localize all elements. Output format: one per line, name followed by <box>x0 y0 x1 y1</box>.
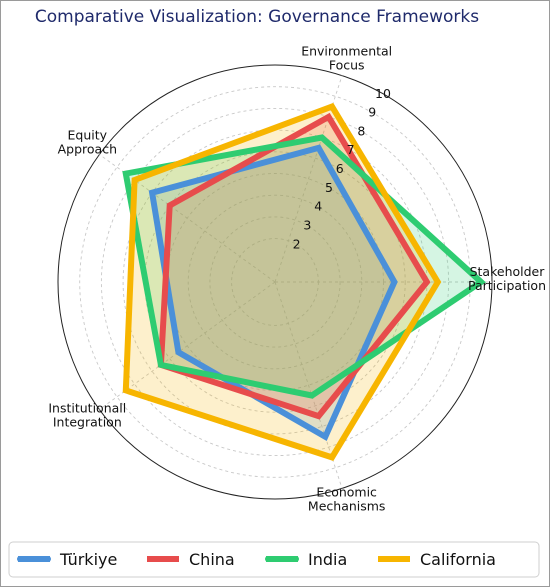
radar-series <box>122 102 486 461</box>
legend: Türkiye China India California <box>8 541 540 578</box>
r-tick-5: 5 <box>325 180 333 195</box>
r-tick-2: 2 <box>293 236 301 251</box>
series-fill-0 <box>152 147 395 437</box>
axis-label-3: Institutionall Integration <box>48 400 126 429</box>
legend-label-0: Türkiye <box>59 550 117 569</box>
grid-ring-3 <box>209 216 341 348</box>
legend-label-3: California <box>420 550 496 569</box>
series-line-3 <box>122 102 442 461</box>
axis-label-1: Environmental Focus <box>301 43 392 72</box>
r-tick-7: 7 <box>347 142 355 157</box>
legend-label-2: India <box>308 550 347 569</box>
chart-title: Comparative Visualization: Governance Fr… <box>35 7 479 27</box>
r-tick-6: 6 <box>336 161 344 176</box>
r-tick-9: 9 <box>368 105 376 120</box>
r-tick-4: 4 <box>314 199 322 214</box>
legend-marker-0-b <box>45 556 51 562</box>
r-tick-3: 3 <box>303 218 311 233</box>
legend-marker-2-b <box>293 556 299 562</box>
series-line-1 <box>157 112 431 420</box>
legend-label-1: China <box>189 550 235 569</box>
grid-ring-9 <box>79 86 471 478</box>
axis-label-4: Economic Mechanisms <box>308 485 386 514</box>
r-tick-8: 8 <box>357 123 365 138</box>
axis-label-2: Equity Approach <box>58 128 117 157</box>
radar-axis-labels: Stakeholder Participation Environmental Foc… <box>48 43 546 513</box>
series-line-2 <box>122 134 486 399</box>
axis-label-0: Stakeholder Participation <box>468 264 546 293</box>
grid-ring-8 <box>100 107 450 457</box>
legend-marker-2-a <box>265 556 271 562</box>
series-fill-1 <box>160 116 427 417</box>
r-tick-10: 10 <box>375 86 391 101</box>
legend-marker-0-a <box>17 556 23 562</box>
